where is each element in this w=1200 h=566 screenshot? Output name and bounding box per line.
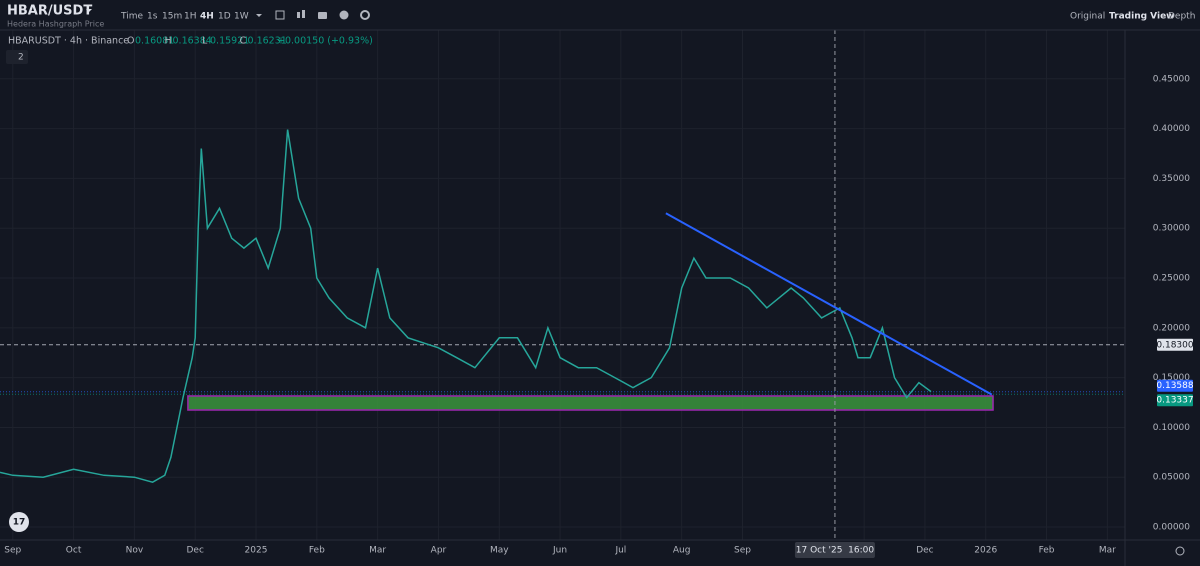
x-tick-label: Feb [1039,546,1055,556]
y-tick-label: 0.15000 [1153,373,1190,383]
interval-button[interactable]: 1W [234,12,249,22]
x-tick-label: Sep [4,546,21,556]
ohlc-key: C [240,36,247,47]
indicator-count[interactable]: 2 [18,53,24,63]
x-tick-label: Dec [186,546,203,556]
y-tick-label: 0.05000 [1153,473,1190,483]
price-label-bg [1157,338,1193,351]
ohlc-value: 0.15921 [210,36,249,47]
series-name: HBARUSDT · 4h · Binance [8,36,129,47]
more-intervals[interactable] [256,14,262,17]
ohlc-key: L [202,36,208,47]
x-tick-label: Jul [614,546,626,556]
ohlc-key: H [165,36,172,47]
x-tick-label: 2026 [974,546,997,556]
price-label: 0.13337 [1156,396,1193,406]
view-tab[interactable]: Depth [1168,12,1195,22]
add-icon[interactable] [339,10,349,20]
x-tick-label: Dec [916,546,933,556]
x-tick-label: Jun [552,546,567,556]
indicator-badge[interactable] [6,50,28,64]
interval-button[interactable]: 15m [162,12,182,22]
symbol-caret[interactable] [86,9,92,12]
ohlc-key: O [127,36,134,47]
price-label: 0.13588 [1156,381,1193,391]
settings-icon[interactable] [360,10,370,20]
price-label-bg [1157,394,1193,407]
tv-logo-text: 17 [13,518,26,528]
interval-button[interactable]: Time [120,12,143,22]
x-tick-label: Mar [1099,546,1116,556]
subtitle: Hedera Hashgraph Price [7,20,104,29]
x-tick-label: Oct [66,546,82,556]
view-tab[interactable]: Trading View [1109,12,1174,22]
x-tick-label: Aug [673,546,691,556]
y-tick-label: 0.30000 [1153,224,1190,234]
toolbar-icons [256,10,370,20]
x-tick-label: Apr [431,546,447,556]
change: +0.00150 (+0.93%) [277,36,373,47]
plot [0,30,1125,540]
y-tick-label: 0.00000 [1153,523,1190,533]
candle-icon[interactable] [297,12,300,18]
crosshair-label: 17 Oct '25 16:00 [796,546,875,556]
intervals: Time 1s 15m 1H 4H 1D 1W [120,12,249,22]
y-tick-label: 0.10000 [1153,423,1190,433]
crosshair-label-bg [794,542,875,558]
x-tick-label: 2025 [245,546,268,556]
x-tick-label: Feb [309,546,325,556]
y-tick-label: 0.25000 [1153,274,1190,284]
price-label: 0.18300 [1156,340,1193,350]
tv-logo[interactable] [9,512,29,532]
interval-button[interactable]: 4H [200,12,214,22]
y-tick-label: 0.45000 [1153,74,1190,84]
y-tick-label: 0.35000 [1153,174,1190,184]
x-tick-label: May [490,546,509,556]
support-zone [187,395,994,411]
x-tick-label: Nov [126,546,144,556]
interval-button[interactable]: 1D [218,12,231,22]
indicator-icon[interactable] [275,10,285,20]
interval-button[interactable]: 1s [147,12,158,22]
x-tick-label: Sep [734,546,751,556]
price-series [0,129,932,484]
y-tick-label: 0.40000 [1153,124,1190,134]
camera-icon[interactable] [318,12,327,19]
candle-icon[interactable] [302,10,305,18]
trendline [665,212,993,396]
price-label-bg [1157,379,1193,392]
x-tick-label: Mar [369,546,386,556]
ohlc-value: 0.16081 [135,36,174,47]
axis-settings[interactable] [1175,546,1185,556]
y-tick-label: 0.20000 [1153,323,1190,333]
symbol[interactable]: HBAR/USDT [7,4,92,19]
ohlc-value: 0.16231 [248,36,287,47]
ohlc-value: 0.16384 [173,36,212,47]
view-tab[interactable]: Original [1070,12,1105,22]
interval-button[interactable]: 1H [184,12,197,22]
